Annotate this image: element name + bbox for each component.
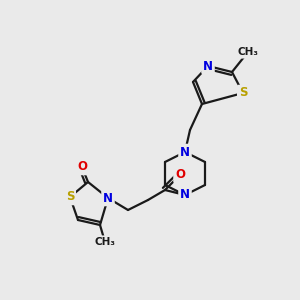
Text: N: N xyxy=(103,191,113,205)
Text: S: S xyxy=(239,86,247,100)
Text: CH₃: CH₃ xyxy=(94,237,116,247)
Text: N: N xyxy=(180,188,190,202)
Text: O: O xyxy=(175,169,185,182)
Text: N: N xyxy=(180,146,190,158)
Text: S: S xyxy=(66,190,74,203)
Text: O: O xyxy=(77,160,87,173)
Text: CH₃: CH₃ xyxy=(238,47,259,57)
Text: N: N xyxy=(203,59,213,73)
